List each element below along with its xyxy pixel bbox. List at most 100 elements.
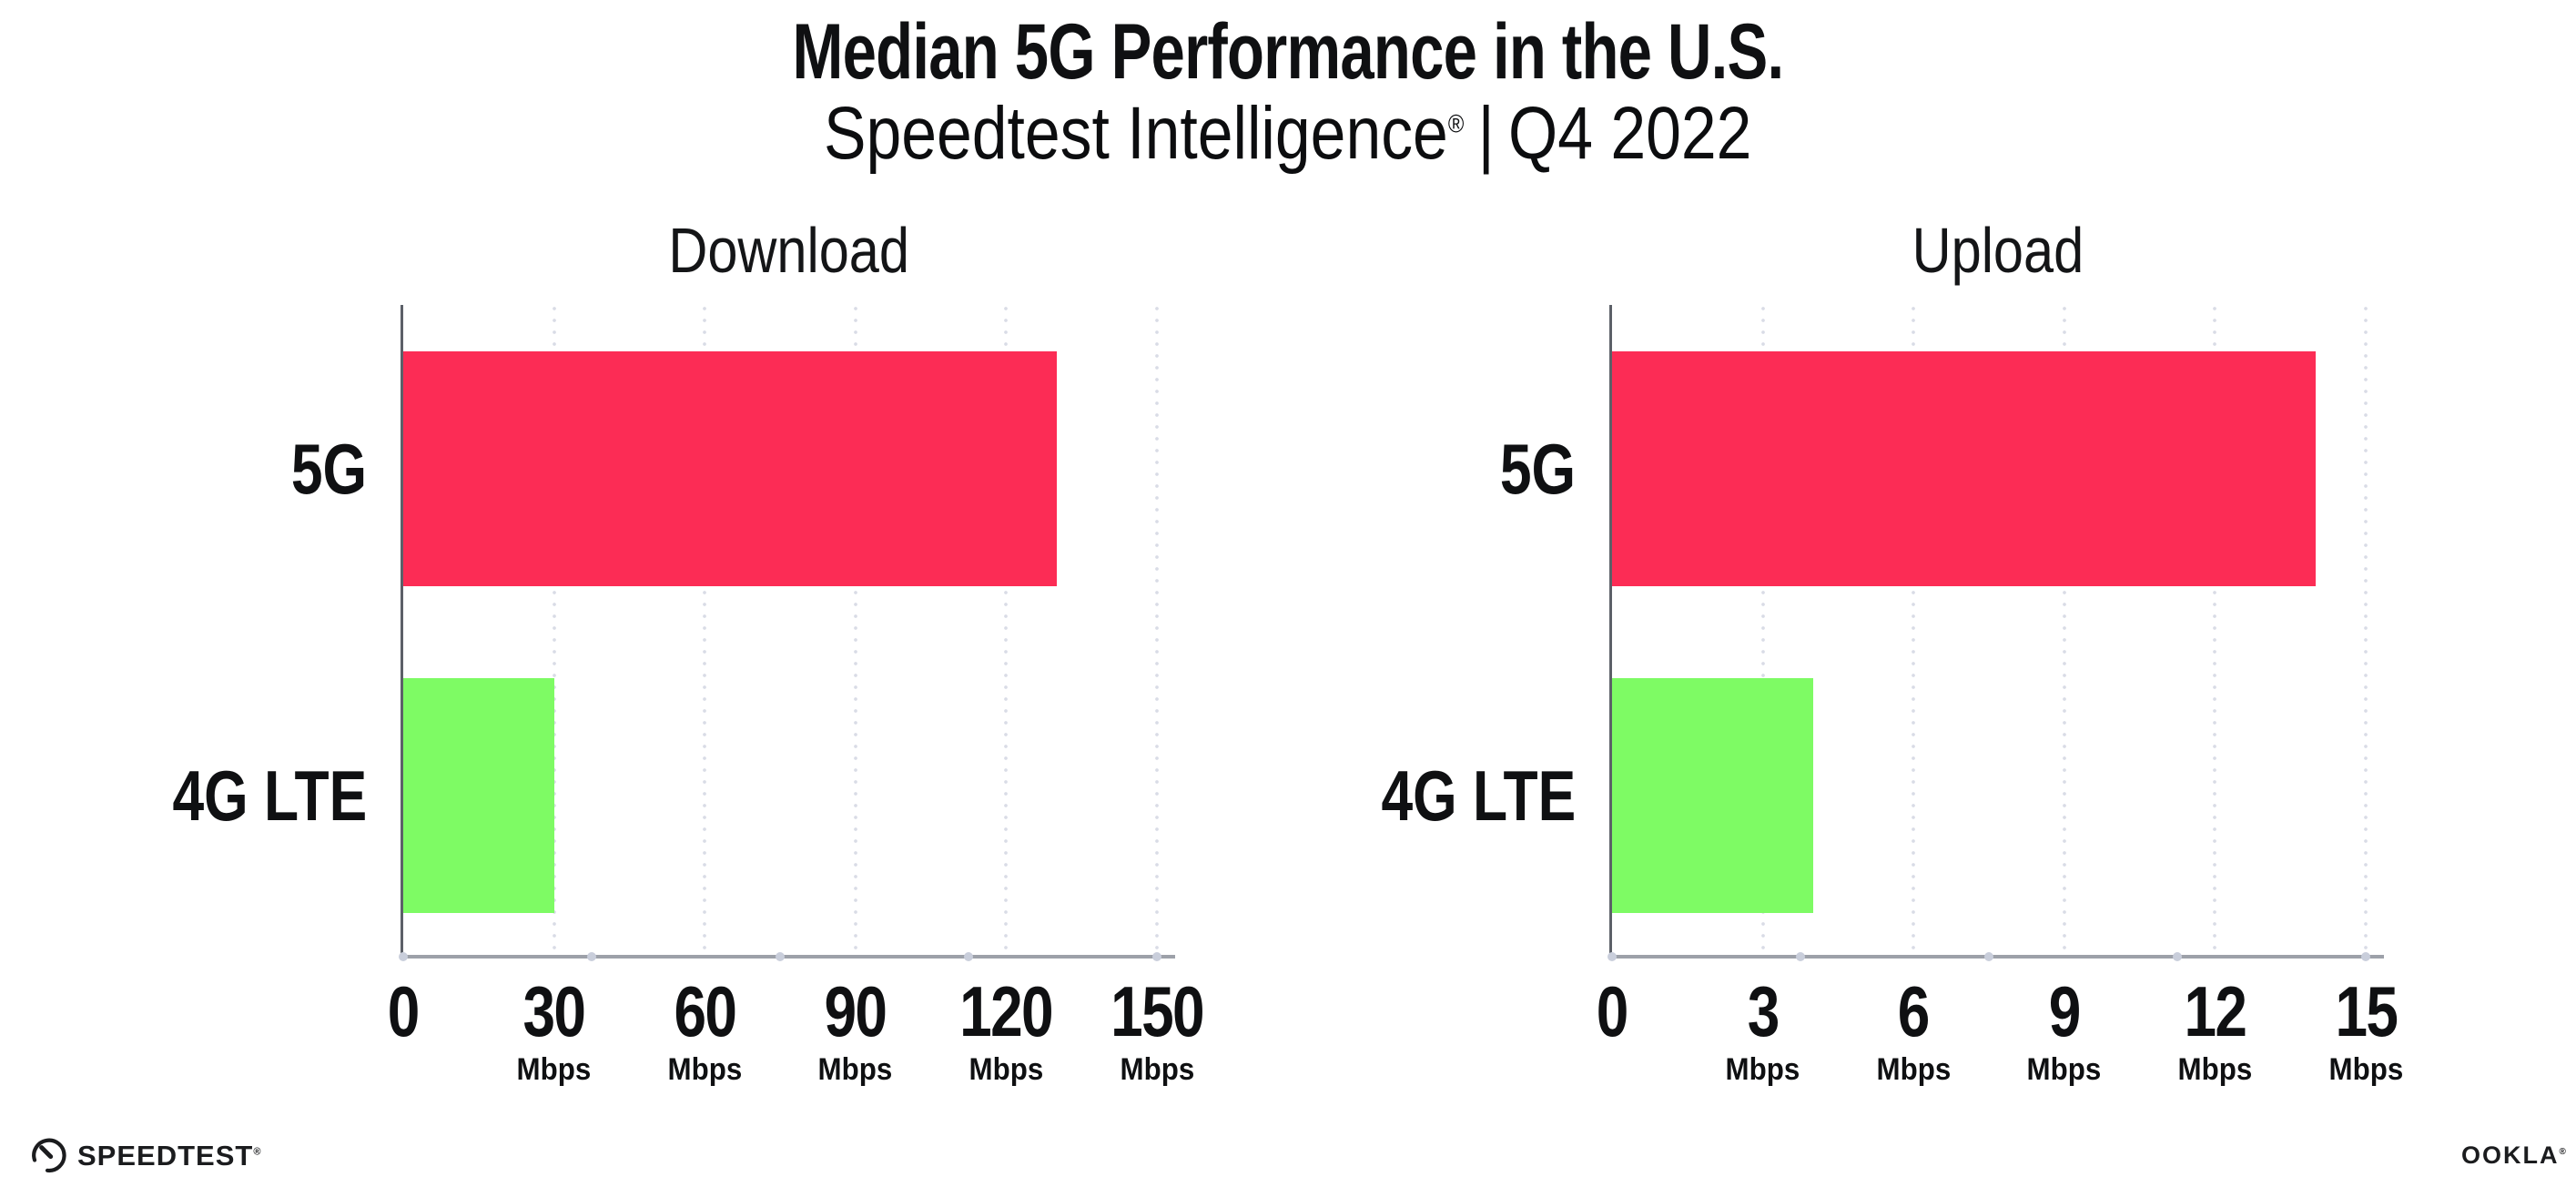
registered-trademark-icon: ® (1448, 109, 1465, 138)
gridline-9 (2062, 305, 2066, 957)
x-tick-label-120: 120 (869, 976, 1142, 1047)
bar-5g (1612, 350, 2316, 586)
speedtest-logo-text: SPEEDTEST® (77, 1141, 261, 1170)
chart-title-download: Download (425, 218, 1153, 282)
x-tick-label-150: 150 (1020, 976, 1293, 1047)
x-tick-unit-text: Mbps (969, 1052, 1044, 1087)
axis-tick-dot (399, 952, 408, 961)
gridline-150 (1155, 305, 1159, 957)
x-tick-unit-text: Mbps (667, 1052, 743, 1087)
category-label-text: 4G LTE (172, 755, 367, 836)
x-axis-line (1609, 955, 2384, 959)
category-label-5g: 5G (0, 305, 367, 632)
x-tick-unit-text: Mbps (2177, 1052, 2253, 1087)
gridline-12 (2213, 305, 2217, 957)
y-axis-line (1609, 305, 1612, 959)
subtitle-separator: | (1477, 92, 1496, 175)
x-tick-unit-60: Mbps (568, 1054, 841, 1085)
category-label-4g-lte: 4G LTE (0, 632, 367, 959)
subtitle-brand: Speedtest Intelligence (824, 92, 1449, 175)
x-axis-line (401, 955, 1175, 959)
x-tick-value: 9 (2048, 971, 2082, 1051)
x-tick-unit-text: Mbps (516, 1052, 592, 1087)
chart-title-text: Upload (1912, 215, 2084, 286)
bar-4g-lte (1612, 677, 1813, 913)
axis-tick-dot (1152, 952, 1161, 961)
x-tick-unit-3: Mbps (1627, 1054, 1900, 1085)
category-label-4g-lte: 4G LTE (1184, 632, 1576, 959)
speedtest-gauge-icon (32, 1138, 66, 1172)
axis-tick-dot (587, 952, 596, 961)
x-tick-label-0: 0 (1476, 976, 1749, 1047)
speedtest-trademark-icon: ® (253, 1146, 262, 1158)
x-tick-unit-9: Mbps (1928, 1054, 2201, 1085)
x-tick-label-60: 60 (568, 976, 841, 1047)
axis-tick-dot (1984, 952, 1993, 961)
x-tick-unit-text: Mbps (2328, 1052, 2403, 1087)
chart-title-text: Download (668, 215, 910, 286)
x-tick-label-3: 3 (1627, 976, 1900, 1047)
axis-tick-dot (776, 952, 785, 961)
x-tick-label-0: 0 (267, 976, 540, 1047)
x-tick-value: 12 (2184, 971, 2247, 1051)
gridline-90 (853, 305, 857, 957)
x-tick-unit-90: Mbps (719, 1054, 992, 1085)
axis-tick-dot (1607, 952, 1617, 961)
x-tick-value: 120 (959, 971, 1053, 1051)
page-title: Median 5G Performance in the U.S. (0, 8, 2576, 96)
x-tick-label-6: 6 (1777, 976, 2050, 1047)
category-label-5g: 5G (1184, 305, 1576, 632)
ookla-wordmark: OOKLA (2461, 1141, 2560, 1169)
category-label-text: 5G (1499, 428, 1576, 509)
x-tick-unit-150: Mbps (1020, 1054, 1293, 1085)
axis-tick-dot (964, 952, 973, 961)
axis-tick-dot (1796, 952, 1805, 961)
gridline-6 (1912, 305, 1916, 957)
page-subtitle: Speedtest Intelligence® | Q4 2022 (0, 92, 2576, 175)
x-tick-label-90: 90 (719, 976, 992, 1047)
ookla-trademark-icon: ® (2559, 1147, 2568, 1157)
x-tick-unit-text: Mbps (1725, 1052, 1800, 1087)
x-tick-label-15: 15 (2229, 976, 2502, 1047)
axis-tick-dot (2361, 952, 2370, 961)
x-tick-label-12: 12 (2078, 976, 2351, 1047)
x-tick-unit-6: Mbps (1777, 1054, 2050, 1085)
x-tick-unit-15: Mbps (2229, 1054, 2502, 1085)
x-tick-value: 3 (1747, 971, 1780, 1051)
x-tick-value: 30 (522, 971, 587, 1051)
x-tick-unit-12: Mbps (2078, 1054, 2351, 1085)
gridline-30 (552, 305, 556, 957)
x-tick-unit-120: Mbps (869, 1054, 1142, 1085)
x-tick-label-9: 9 (1928, 976, 2201, 1047)
x-tick-unit-text: Mbps (2026, 1052, 2102, 1087)
speedtest-wordmark: SPEEDTEST (77, 1139, 254, 1172)
gridline-120 (1004, 305, 1009, 957)
x-tick-value: 60 (674, 971, 737, 1051)
bar-5g (403, 350, 1057, 586)
x-tick-unit-text: Mbps (817, 1052, 893, 1087)
x-tick-value: 0 (388, 971, 421, 1051)
speedtest-logo: SPEEDTEST® (31, 1137, 261, 1173)
x-tick-value: 15 (2335, 971, 2399, 1051)
bar-4g-lte (403, 677, 554, 913)
page-subtitle-text: Speedtest Intelligence® | Q4 2022 (824, 92, 1752, 175)
page-title-text: Median 5G Performance in the U.S. (792, 8, 1785, 96)
gridline-15 (2364, 305, 2368, 957)
axis-tick-dot (2173, 952, 2182, 961)
gridline-60 (703, 305, 707, 957)
x-tick-label-30: 30 (418, 976, 691, 1047)
y-axis-line (401, 305, 403, 959)
category-label-text: 5G (290, 428, 367, 509)
x-tick-unit-text: Mbps (1120, 1052, 1194, 1087)
x-tick-value: 6 (1898, 971, 1931, 1051)
x-tick-value: 0 (1597, 971, 1629, 1051)
x-tick-value: 150 (1111, 971, 1204, 1051)
ookla-logo: OOKLA® (2461, 1143, 2568, 1168)
x-tick-unit-text: Mbps (1876, 1052, 1952, 1087)
x-tick-unit-30: Mbps (418, 1054, 691, 1085)
category-label-text: 4G LTE (1381, 755, 1576, 836)
gridline-3 (1760, 305, 1765, 957)
chart-title-upload: Upload (1634, 218, 2362, 282)
subtitle-period: Q4 2022 (1508, 92, 1752, 175)
